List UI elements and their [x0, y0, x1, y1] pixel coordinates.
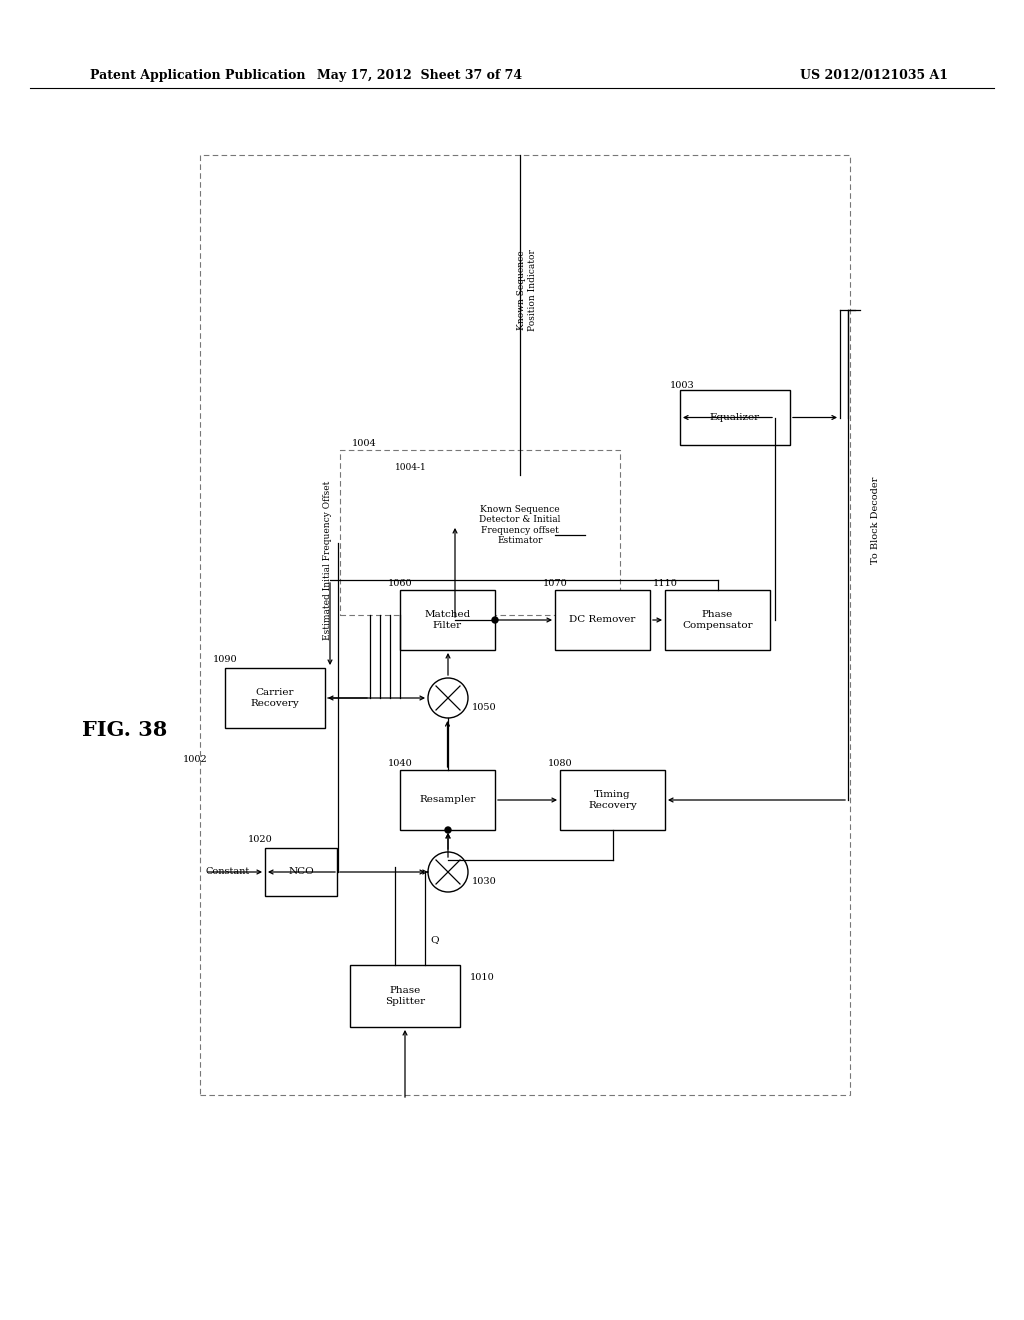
Text: 1080: 1080	[548, 759, 572, 767]
Text: 1040: 1040	[388, 759, 413, 767]
Bar	[680, 389, 790, 445]
Text: Q: Q	[430, 936, 438, 945]
Bar	[455, 475, 585, 576]
Bar	[340, 450, 620, 615]
Bar	[200, 154, 850, 1096]
Text: 1030: 1030	[472, 878, 497, 887]
Text: 1060: 1060	[388, 578, 413, 587]
Bar	[665, 590, 770, 649]
Text: Estimated Initial Frequency Offset: Estimated Initial Frequency Offset	[324, 480, 333, 640]
Text: US 2012/0121035 A1: US 2012/0121035 A1	[800, 69, 948, 82]
Text: 1004: 1004	[352, 438, 377, 447]
Text: To Block Decoder: To Block Decoder	[870, 477, 880, 564]
Circle shape	[445, 828, 451, 833]
Text: Phase
Compensator: Phase Compensator	[682, 610, 753, 630]
Text: Carrier
Recovery: Carrier Recovery	[251, 688, 299, 708]
Text: Constant: Constant	[205, 867, 249, 876]
Text: Timing
Recovery: Timing Recovery	[588, 791, 637, 809]
Circle shape	[428, 678, 468, 718]
Bar	[560, 770, 665, 830]
Text: May 17, 2012  Sheet 37 of 74: May 17, 2012 Sheet 37 of 74	[317, 69, 522, 82]
Text: Resampler: Resampler	[419, 796, 476, 804]
Text: DC Remover: DC Remover	[569, 615, 636, 624]
Text: 1050: 1050	[472, 704, 497, 713]
Text: FIG. 38: FIG. 38	[82, 719, 167, 741]
Text: 1070: 1070	[543, 578, 567, 587]
Text: 1020: 1020	[248, 836, 272, 845]
Bar	[265, 847, 337, 896]
Text: NCO: NCO	[288, 867, 314, 876]
Circle shape	[428, 851, 468, 892]
Text: 1004-1: 1004-1	[395, 463, 427, 473]
Bar	[350, 965, 460, 1027]
Text: Patent Application Publication: Patent Application Publication	[90, 69, 305, 82]
Text: 1110: 1110	[653, 578, 678, 587]
Bar	[400, 590, 495, 649]
Text: Known Sequence
Position Indicator: Known Sequence Position Indicator	[517, 249, 537, 331]
Bar	[225, 668, 325, 729]
Text: 1090: 1090	[213, 656, 238, 664]
Text: 1002: 1002	[183, 755, 208, 764]
Bar	[400, 770, 495, 830]
Circle shape	[492, 616, 498, 623]
Text: Phase
Splitter: Phase Splitter	[385, 986, 425, 1006]
Text: Known Sequence
Detector & Initial
Frequency offset
Estimator: Known Sequence Detector & Initial Freque…	[479, 504, 561, 545]
Bar	[555, 590, 650, 649]
Text: Equalizer: Equalizer	[710, 413, 760, 422]
Text: Matched
Filter: Matched Filter	[424, 610, 471, 630]
Text: 1003: 1003	[670, 380, 694, 389]
Text: 1010: 1010	[470, 974, 495, 982]
